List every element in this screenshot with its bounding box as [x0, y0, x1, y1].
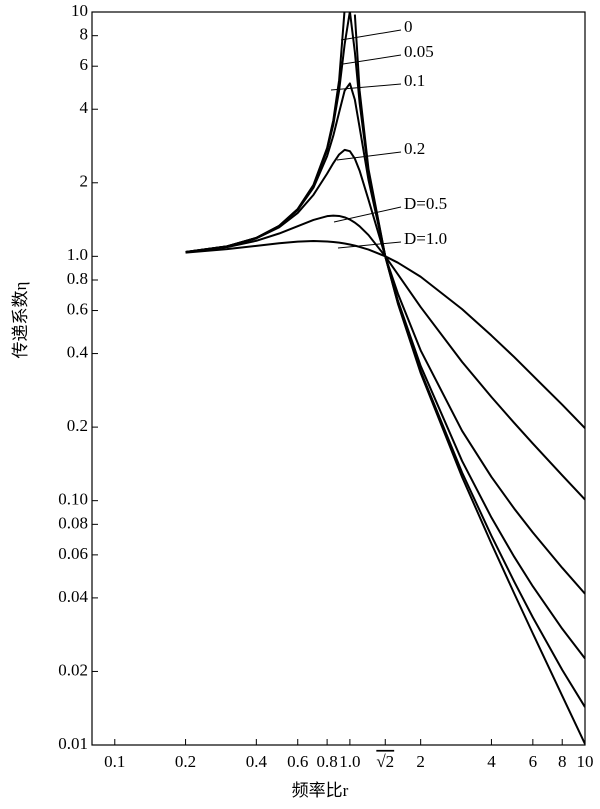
y-tick-label: 0.8	[67, 269, 88, 288]
series-label: 0.2	[404, 139, 425, 158]
leader-line	[340, 29, 402, 41]
y-tick-label: 0.06	[58, 544, 88, 563]
y-tick-label: 0.08	[58, 513, 88, 532]
curve	[185, 214, 585, 501]
curve	[185, 12, 585, 708]
y-tick-label: 6	[80, 55, 89, 74]
leader-line	[342, 54, 402, 65]
x-tick-label: 0.2	[175, 752, 196, 771]
y-tick-label: 0.2	[67, 416, 88, 435]
x-tick-label: 0.4	[246, 752, 268, 771]
y-tick-label: 4	[80, 98, 89, 117]
series-label: D=1.0	[404, 229, 447, 248]
y-tick-label: 2	[80, 172, 89, 191]
plot-area	[185, 12, 585, 745]
y-tick-label: 0.4	[67, 342, 89, 361]
series-label: 0.1	[404, 71, 425, 90]
curve	[185, 148, 585, 595]
x-tick-label: 0.6	[287, 752, 308, 771]
x-tick-label: 0.8	[316, 752, 337, 771]
series-label: D=0.5	[404, 194, 447, 213]
x-tick-label: 1.0	[339, 752, 360, 771]
plot-frame	[91, 11, 586, 746]
x-tick-label: 8	[558, 752, 567, 771]
x-tick-label: 4	[487, 752, 496, 771]
leader-line	[337, 241, 402, 249]
x-tick-label: 0.1	[104, 752, 125, 771]
series-label: 0.05	[404, 42, 434, 61]
leader-line	[333, 206, 402, 223]
x-tick-label: 10	[577, 752, 594, 771]
x-axis-label: 频率比r	[292, 781, 349, 800]
leader-line	[330, 83, 402, 91]
y-axis-label: 传递系数η	[11, 282, 30, 359]
y-tick-label: 0.10	[58, 490, 88, 509]
x-tick-label: 2	[416, 752, 425, 771]
y-tick-label: 8	[80, 25, 89, 44]
curve	[185, 240, 585, 429]
y-tick-label: 1.0	[67, 245, 88, 264]
y-tick-label: 0.02	[58, 660, 88, 679]
curve	[185, 82, 585, 660]
x-tick-label: √2	[376, 752, 394, 771]
leader-line	[336, 151, 402, 161]
y-tick-label: 0.01	[58, 734, 88, 753]
curve	[185, 12, 585, 745]
series-label: 0	[404, 17, 413, 36]
y-tick-label: 10	[71, 1, 88, 20]
x-tick-label: 6	[529, 752, 538, 771]
y-tick-label: 0.6	[67, 299, 88, 318]
y-tick-label: 0.04	[58, 587, 88, 606]
